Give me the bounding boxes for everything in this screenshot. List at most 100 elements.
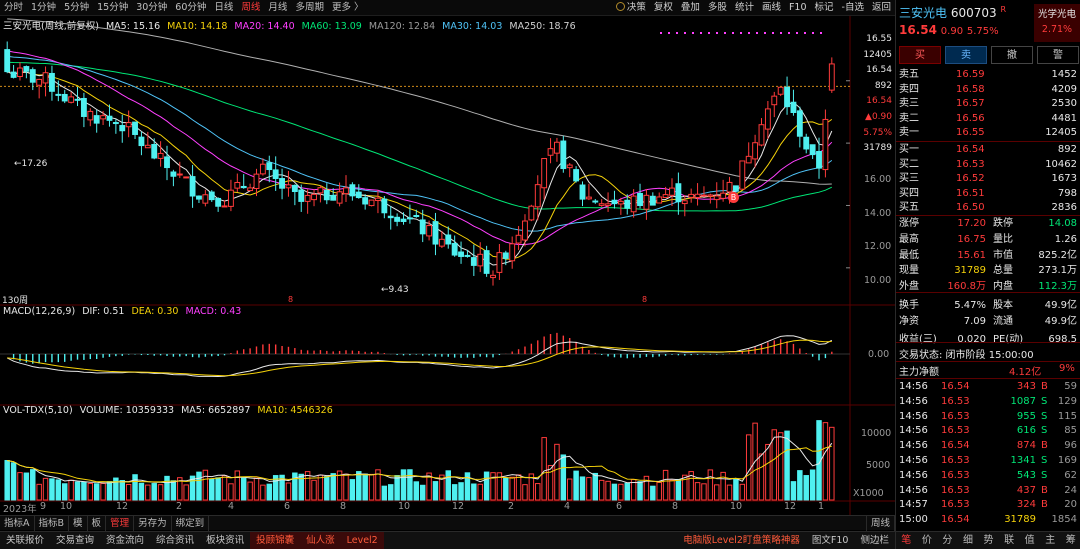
stat-value: 1.26 — [1054, 233, 1077, 245]
period-tab-multi[interactable]: 多周期 — [295, 1, 324, 13]
restore-rights-button[interactable]: 复权 — [653, 1, 673, 13]
period-tab-weekly[interactable]: 周线 — [241, 1, 261, 13]
bid-row[interactable]: 买四 16.51 798 — [896, 187, 1080, 201]
tick-row: 14:56 16.53 955 S 115 — [896, 410, 1080, 424]
macd-value: MACD: 0.43 — [185, 306, 242, 317]
candle-body — [112, 122, 119, 125]
tab-weekly[interactable]: 周线 — [865, 515, 895, 531]
bid-row[interactable]: 买五 16.50 2836 — [896, 201, 1080, 215]
panel-tab[interactable]: 联 — [1004, 535, 1015, 546]
panel-tab[interactable]: 主 — [1045, 535, 1056, 546]
candle-body — [426, 225, 433, 237]
volume-bar — [726, 484, 733, 501]
bid-row[interactable]: 买三 16.52 1673 — [896, 172, 1080, 186]
link-advisor[interactable]: 投顾锦囊 — [250, 531, 301, 549]
link-xianrenzhang[interactable]: 仙人涨 — [300, 531, 341, 549]
ma10-line — [6, 71, 833, 260]
link-level2[interactable]: Level2 — [340, 531, 384, 549]
tab-indicator-a[interactable]: 指标A — [0, 515, 35, 531]
period-tab-monthly[interactable]: 月线 — [268, 1, 288, 13]
sector-box[interactable]: 光学光电 2.71% — [1034, 4, 1080, 42]
period-tab-15min[interactable]: 15分钟 — [97, 1, 129, 13]
tab-bind-to[interactable]: 绑定到 — [172, 515, 210, 531]
tab-indicator-b[interactable]: 指标B — [35, 515, 70, 531]
link-news[interactable]: 综合资讯 — [156, 534, 195, 546]
candle-body — [528, 205, 535, 221]
candle-body — [630, 195, 637, 213]
volume-bar — [61, 483, 68, 501]
tab-save-as[interactable]: 另存为 — [134, 515, 172, 531]
level-label: 卖一 — [899, 127, 919, 139]
panel-tab[interactable]: 势 — [983, 535, 994, 546]
volume-bar — [598, 479, 605, 501]
period-tab-fenshi[interactable]: 分时 — [4, 1, 24, 13]
tick-time: 14:56 — [899, 469, 928, 481]
draw-line-button[interactable]: 画线 — [761, 1, 781, 13]
vol-axis-10000: 10000 — [861, 428, 892, 439]
level-volume: 10462 — [1045, 158, 1077, 170]
remove-favorite-button[interactable]: -自选 — [841, 1, 864, 13]
low-annotation: ←9.43 — [381, 285, 409, 295]
stat-value: 49.9亿 — [1044, 315, 1077, 327]
volume-bar — [592, 472, 599, 501]
volume-bar — [573, 470, 579, 501]
volume-bar — [132, 474, 138, 501]
mark-button[interactable]: 标记 — [814, 1, 834, 13]
ask-row[interactable]: 卖四 16.58 4209 — [896, 83, 1080, 97]
period-tab-30min[interactable]: 30分钟 — [136, 1, 168, 13]
link-related-quote[interactable]: 关联报价 — [6, 534, 45, 546]
panel-tab[interactable]: 笔 — [901, 535, 912, 546]
ask-row[interactable]: 卖五 16.59 1452 — [896, 68, 1080, 82]
back-button[interactable]: 返回 — [871, 1, 891, 13]
tab-board[interactable]: 板 — [88, 515, 107, 531]
tick-price: 16.53 — [941, 395, 970, 407]
tool-buttons: 决策 复权 叠加 多股 统计 画线 F10 标记 -自选 返回 — [612, 0, 895, 16]
link-level2-promo[interactable]: 电脑版Level2盯盘策略神器 — [683, 534, 800, 546]
sell-button[interactable]: 卖 — [945, 46, 987, 64]
ma30-line — [7, 55, 833, 232]
tab-template[interactable]: 模 — [69, 515, 88, 531]
bid-row[interactable]: 买二 16.53 10462 — [896, 158, 1080, 172]
panel-tab[interactable]: 细 — [962, 535, 973, 546]
overlay-button[interactable]: 叠加 — [680, 1, 700, 13]
tab-manage[interactable]: 管理 — [106, 515, 135, 531]
panel-tab[interactable]: 值 — [1024, 535, 1035, 546]
info-last-price: 16.54 — [866, 96, 892, 107]
ask-row[interactable]: 卖二 16.56 4481 — [896, 112, 1080, 126]
level-price: 16.54 — [956, 144, 985, 155]
period-tab-more[interactable]: 更多 〉 — [331, 1, 364, 13]
period-tab-1min[interactable]: 1分钟 — [31, 1, 57, 13]
bid-row[interactable]: 买一 16.54 892 — [896, 143, 1080, 157]
buy-button[interactable]: 买 — [899, 46, 941, 64]
link-fund-flow[interactable]: 资金流向 — [106, 534, 145, 546]
buy-signal-marker[interactable]: B — [728, 192, 739, 203]
volume-bar — [643, 475, 650, 501]
info-block: 16.55 12405 16.54 892 16.54 ▲0.90 5.75% … — [848, 32, 892, 157]
ask-row[interactable]: 卖三 16.57 2530 — [896, 97, 1080, 111]
panel-tab[interactable]: 价 — [921, 535, 932, 546]
ask-row[interactable]: 卖一 16.55 12405 — [896, 126, 1080, 140]
link-f10[interactable]: 图文F10 — [811, 534, 849, 546]
multi-stock-button[interactable]: 多股 — [707, 1, 727, 13]
candle-body — [432, 221, 439, 245]
volume-bar — [68, 479, 74, 501]
link-trade-query[interactable]: 交易查询 — [56, 534, 95, 546]
panel-tab[interactable]: 分 — [942, 535, 953, 546]
link-sidebar[interactable]: 侧边栏 — [860, 534, 889, 546]
candle-body — [483, 250, 490, 274]
x-label: 6 — [616, 501, 623, 512]
period-tab-5min[interactable]: 5分钟 — [64, 1, 90, 13]
panel-tab[interactable]: 筹 — [1065, 535, 1076, 546]
volume-bar — [42, 477, 49, 501]
cancel-order-button[interactable]: 撤 — [991, 46, 1033, 64]
decision-button[interactable]: 决策 — [612, 0, 650, 16]
period-tab-daily[interactable]: 日线 — [214, 1, 234, 13]
alert-button[interactable]: 警 — [1037, 46, 1079, 64]
f10-button[interactable]: F10 — [788, 1, 807, 13]
period-tab-60min[interactable]: 60分钟 — [175, 1, 207, 13]
link-sector-news[interactable]: 板块资讯 — [206, 534, 245, 546]
statistics-button[interactable]: 统计 — [734, 1, 754, 13]
stat-value: 15.61 — [957, 249, 986, 261]
tick-price: 16.53 — [941, 425, 970, 437]
